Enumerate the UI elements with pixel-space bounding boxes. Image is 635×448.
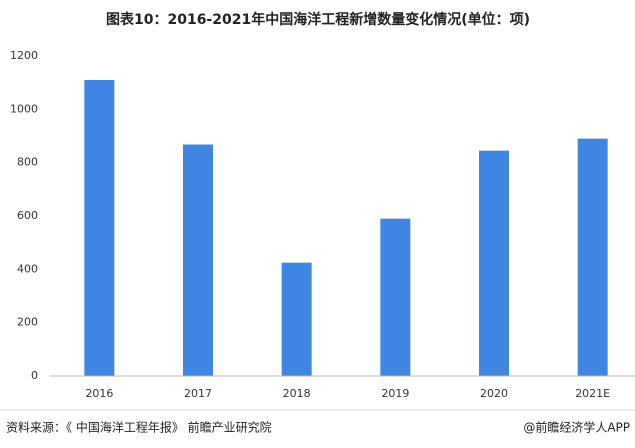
y-tick-label: 200: [17, 316, 38, 329]
y-tick-label: 800: [17, 156, 38, 169]
y-tick-label: 0: [31, 369, 38, 382]
y-tick-label: 1200: [10, 49, 38, 62]
bar: [281, 262, 312, 376]
source-note: 资料来源：《 中国海洋工程年报》 前瞻产业研究院: [6, 420, 272, 435]
y-tick-label: 1000: [10, 102, 38, 115]
y-tick-label: 600: [17, 209, 38, 222]
bar: [183, 144, 213, 376]
x-tick-label: 2016: [85, 387, 113, 400]
credit: @前瞻经济学人APP: [523, 420, 630, 435]
bar: [577, 138, 608, 376]
bar: [84, 80, 115, 376]
x-tick-label: 2020: [480, 387, 508, 400]
bar: [479, 150, 509, 376]
chart-title: 图表10：2016-2021年中国海洋工程新增数量变化情况(单位：项): [106, 11, 530, 28]
x-tick-label: 2018: [283, 387, 311, 400]
y-tick-label: 400: [17, 262, 38, 275]
x-tick-label: 2019: [381, 387, 409, 400]
x-tick-label: 2017: [184, 387, 212, 400]
bar: [380, 218, 411, 376]
x-tick-label: 2021E: [575, 387, 610, 400]
